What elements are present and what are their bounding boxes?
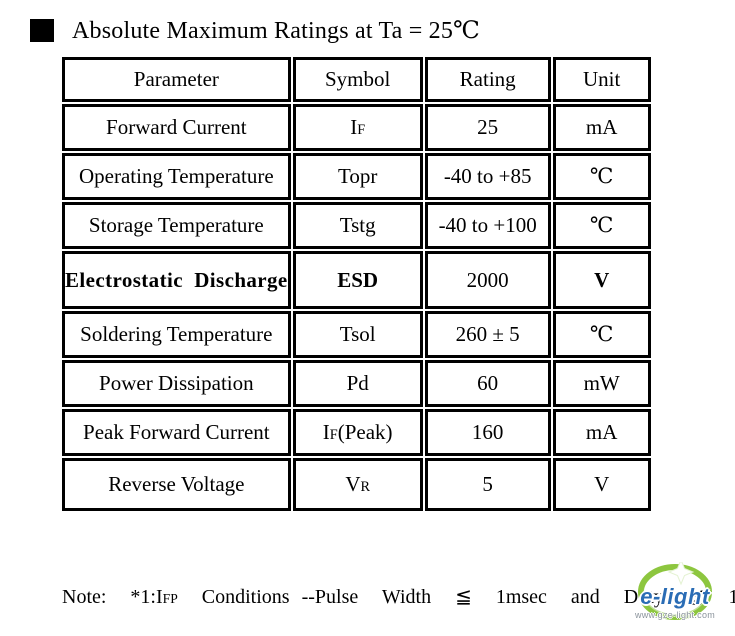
cell-parameter: Electrostatic Discharge	[62, 251, 291, 309]
symbol-smallcap: F	[329, 427, 338, 443]
symbol-smallcap: F	[357, 122, 366, 138]
black-square-bullet	[30, 19, 54, 42]
cell-parameter: Storage Temperature	[62, 202, 291, 249]
cell-unit: mW	[552, 360, 651, 407]
symbol-main: Topr	[337, 164, 378, 188]
note-line-1: Note: *1:IFP Conditions --Pulse Width ≦ …	[62, 584, 735, 609]
sparkle-icon	[667, 562, 695, 586]
notes-block: Note: *1:IFP Conditions --Pulse Width ≦ …	[62, 538, 735, 636]
page-title: Absolute Maximum Ratings at Ta = 25℃	[72, 18, 481, 44]
cell-symbol: ESD	[292, 251, 423, 309]
table-row: Soldering Temperature Tsol 260 ± 5 ℃	[62, 311, 651, 358]
symbol-main: I	[322, 420, 330, 444]
table-row: Storage Temperature Tstg -40 to +100 ℃	[62, 202, 651, 249]
logo-wordmark: e-light	[640, 584, 710, 609]
table-row: Reverse Voltage VR 5 V	[62, 458, 651, 511]
cell-symbol: Topr	[292, 153, 423, 200]
header-parameter: Parameter	[62, 57, 291, 102]
section-title-row: Absolute Maximum Ratings at Ta = 25℃	[30, 16, 480, 45]
cell-unit: mA	[552, 409, 651, 456]
absolute-maximum-ratings-table: Parameter Symbol Rating Unit Forward Cur…	[60, 55, 653, 513]
cell-parameter: Operating Temperature	[62, 153, 291, 200]
symbol-main: Pd	[346, 371, 369, 395]
table-row: Operating Temperature Topr -40 to +85 ℃	[62, 153, 651, 200]
symbol-suffix: (Peak)	[337, 420, 393, 444]
cell-unit: ℃	[552, 153, 651, 200]
cell-parameter: Peak Forward Current	[62, 409, 291, 456]
cell-rating: -40 to +100	[424, 202, 551, 249]
symbol-main: ESD	[337, 267, 379, 292]
table-row: Forward Current IF 25 mA	[62, 104, 651, 151]
note-text: Conditions --Pulse Width ≦ 1msec and Dut…	[177, 586, 735, 608]
cell-unit: ℃	[552, 202, 651, 249]
logo-swoosh-icon	[638, 562, 712, 620]
cell-parameter: Forward Current	[62, 104, 291, 151]
cell-parameter: Reverse Voltage	[62, 458, 291, 511]
symbol-main: Tsol	[339, 322, 376, 346]
table-row: Peak Forward Current IF(Peak) 160 mA	[62, 409, 651, 456]
cell-rating: 5	[424, 458, 551, 511]
table-header-row: Parameter Symbol Rating Unit	[62, 57, 651, 102]
table-row: Power Dissipation Pd 60 mW	[62, 360, 651, 407]
elight-logo: e-light www.gze-light.com	[617, 562, 733, 636]
cell-unit: V	[552, 458, 651, 511]
table-row-esd: Electrostatic Discharge ESD 2000 V	[62, 251, 651, 309]
cell-unit: mA	[552, 104, 651, 151]
cell-symbol: VR	[292, 458, 423, 511]
cell-symbol: IF(Peak)	[292, 409, 423, 456]
cell-rating: 260 ± 5	[424, 311, 551, 358]
note-text: Note: *1:I	[62, 586, 163, 608]
header-unit: Unit	[552, 57, 651, 102]
cell-symbol: Tstg	[292, 202, 423, 249]
cell-rating: 2000	[424, 251, 551, 309]
cell-symbol: Pd	[292, 360, 423, 407]
cell-unit: ℃	[552, 311, 651, 358]
cell-parameter: Power Dissipation	[62, 360, 291, 407]
header-rating: Rating	[424, 57, 551, 102]
cell-rating: 160	[424, 409, 551, 456]
cell-rating: -40 to +85	[424, 153, 551, 200]
cell-parameter: Soldering Temperature	[62, 311, 291, 358]
cell-unit: V	[552, 251, 651, 309]
symbol-main: V	[345, 472, 361, 496]
symbol-smallcap: R	[360, 479, 370, 495]
cell-symbol: IF	[292, 104, 423, 151]
symbol-main: I	[350, 115, 358, 139]
symbol-main: Tstg	[339, 213, 376, 237]
logo-website: www.gze-light.com	[634, 610, 716, 620]
note-smallcap: FP	[162, 591, 178, 606]
cell-symbol: Tsol	[292, 311, 423, 358]
cell-rating: 25	[424, 104, 551, 151]
cell-rating: 60	[424, 360, 551, 407]
header-symbol: Symbol	[292, 57, 423, 102]
